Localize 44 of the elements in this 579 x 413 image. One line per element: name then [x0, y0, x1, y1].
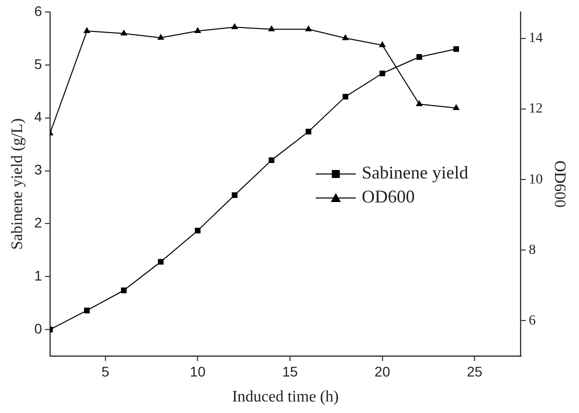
point [416, 100, 423, 106]
point [194, 228, 201, 234]
point [121, 288, 127, 294]
y-tick-label: 3 [34, 162, 42, 178]
y-tick-label: 5 [34, 56, 42, 72]
y2-tick-label: 8 [528, 242, 536, 258]
y-tick-label: 2 [34, 214, 42, 231]
point [379, 70, 386, 76]
y-axis-title: Sabinene yield (g/L) [8, 118, 26, 250]
y-tick-label: 4 [34, 108, 42, 125]
y2-axis-title: OD600 [551, 160, 568, 208]
y2-tick-label: 14 [528, 31, 543, 46]
x-tick-label: 15 [282, 363, 298, 380]
x-tick-label: 20 [374, 363, 390, 380]
legend-label: OD600 [362, 186, 415, 207]
x-tick-label: 5 [101, 363, 110, 380]
point [231, 23, 238, 30]
point [305, 25, 312, 32]
point [120, 30, 128, 36]
point [84, 308, 90, 314]
point [378, 41, 386, 48]
y2-tick-label: 10 [528, 172, 543, 188]
point [232, 192, 238, 198]
point [158, 258, 164, 265]
y-tick-label: 6 [34, 2, 42, 19]
point [194, 27, 202, 34]
x-tick-label: 10 [190, 363, 206, 380]
point [453, 46, 460, 52]
legend-label: Sabinene yield [362, 162, 468, 183]
y-tick-label: 0 [34, 320, 42, 336]
x-axis-title: Induced time (h) [232, 388, 339, 406]
x-tick-label: 25 [466, 363, 483, 380]
point [83, 27, 90, 34]
point [268, 25, 276, 32]
point [416, 54, 422, 60]
point [342, 34, 349, 40]
point [306, 128, 312, 134]
y2-tick-label: 6 [528, 313, 536, 328]
y2-tick-label: 12 [528, 102, 543, 117]
y-tick-label: 1 [34, 267, 42, 284]
point [452, 104, 460, 110]
point [157, 34, 164, 40]
point [268, 157, 274, 164]
point [342, 94, 348, 100]
